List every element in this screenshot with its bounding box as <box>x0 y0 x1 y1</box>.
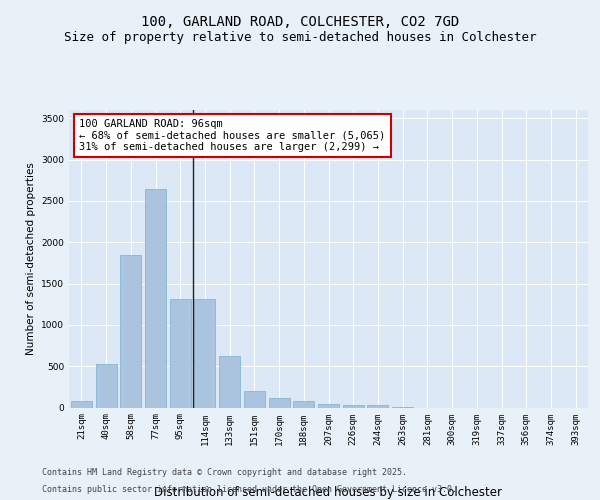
Bar <box>120 256 141 408</box>
Text: Size of property relative to semi-detached houses in Colchester: Size of property relative to semi-detach… <box>64 31 536 44</box>
Bar <box>71 402 92 407</box>
Bar <box>145 190 166 408</box>
Bar <box>392 406 413 408</box>
Bar <box>343 405 364 407</box>
Y-axis label: Number of semi-detached properties: Number of semi-detached properties <box>26 162 35 355</box>
X-axis label: Distribution of semi-detached houses by size in Colchester: Distribution of semi-detached houses by … <box>155 486 503 500</box>
Bar <box>269 398 290 407</box>
Bar <box>318 404 339 407</box>
Bar <box>194 299 215 408</box>
Bar <box>170 299 191 408</box>
Bar <box>95 364 116 408</box>
Text: Contains public sector information licensed under the Open Government Licence v3: Contains public sector information licen… <box>42 486 457 494</box>
Bar <box>367 405 388 407</box>
Bar <box>219 356 240 408</box>
Bar <box>293 402 314 407</box>
Bar <box>244 391 265 407</box>
Text: Contains HM Land Registry data © Crown copyright and database right 2025.: Contains HM Land Registry data © Crown c… <box>42 468 407 477</box>
Text: 100 GARLAND ROAD: 96sqm
← 68% of semi-detached houses are smaller (5,065)
31% of: 100 GARLAND ROAD: 96sqm ← 68% of semi-de… <box>79 119 386 152</box>
Text: 100, GARLAND ROAD, COLCHESTER, CO2 7GD: 100, GARLAND ROAD, COLCHESTER, CO2 7GD <box>141 16 459 30</box>
